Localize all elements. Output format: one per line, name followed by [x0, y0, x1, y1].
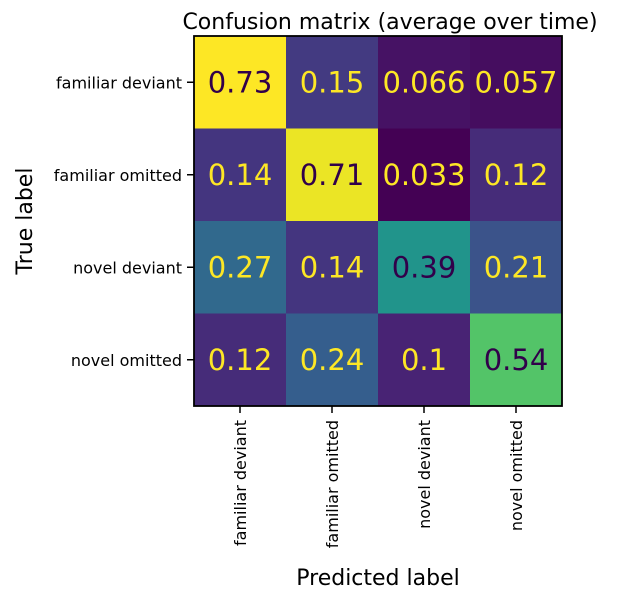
heatmap-cell-value: 0.21 [484, 250, 549, 284]
heatmap-cell-value: 0.24 [300, 343, 365, 377]
heatmap-cell-value: 0.057 [474, 65, 557, 99]
heatmap-cell [378, 36, 471, 129]
x-tick-label: familiar deviant [231, 420, 250, 546]
heatmap-cell [286, 128, 379, 222]
heatmap-cell-value: 0.12 [208, 343, 273, 377]
heatmap-cell [470, 36, 563, 129]
heatmap-cell [194, 36, 287, 129]
chart-title: Confusion matrix (average over time) [182, 10, 597, 35]
heatmap-cell-value: 0.71 [300, 158, 365, 192]
heatmap-cell [378, 221, 471, 314]
y-axis-label: True label [13, 168, 38, 276]
y-tick-label: familiar deviant [56, 73, 182, 92]
heatmap-cell [194, 128, 287, 222]
heatmap-cell-value: 0.15 [300, 65, 365, 99]
heatmap-cell [194, 313, 287, 407]
heatmap-cell-value: 0.39 [392, 250, 457, 284]
x-axis-ticks: familiar deviant familiar omitted novel de… [231, 406, 526, 548]
heatmap-cell [470, 128, 563, 222]
heatmap-cell-value: 0.1 [401, 343, 447, 377]
heatmap-cell-value: 0.27 [208, 250, 273, 284]
y-tick-label: familiar omitted [54, 166, 182, 185]
heatmap-cell-value: 0.033 [382, 158, 465, 192]
heatmap-cell-value: 0.12 [484, 158, 549, 192]
heatmap-cell [194, 221, 287, 314]
x-axis-label: Predicted label [296, 566, 459, 591]
heatmap-cell-value: 0.14 [300, 250, 365, 284]
heatmap-cell [286, 313, 379, 407]
heatmap-cell [470, 313, 563, 407]
x-tick-label: novel deviant [415, 420, 434, 529]
y-tick-label: novel deviant [73, 258, 182, 277]
heatmap-cell-labels: 0.73 0.15 0.066 0.057 0.14 0.71 0.033 0.12 0.27 0… [208, 65, 558, 377]
heatmap-cell [378, 128, 471, 222]
heatmap-cell-value: 0.73 [208, 65, 273, 99]
heatmap-cell [286, 221, 379, 314]
heatmap-cell [286, 36, 379, 129]
heatmap-cell-value: 0.54 [484, 343, 549, 377]
heatmap-cell [378, 313, 471, 407]
y-axis-ticks: familiar deviant familiar omitted novel de… [54, 73, 194, 370]
heatmap-cell-value: 0.14 [208, 158, 273, 192]
heatmap-cell-value: 0.066 [382, 65, 465, 99]
heatmap-cell [470, 221, 563, 314]
x-tick-label: familiar omitted [323, 420, 342, 548]
y-tick-label: novel omitted [71, 351, 182, 370]
plot-frame [193, 35, 563, 407]
heatmap-cells [194, 36, 563, 407]
x-tick-label: novel omitted [507, 420, 526, 531]
